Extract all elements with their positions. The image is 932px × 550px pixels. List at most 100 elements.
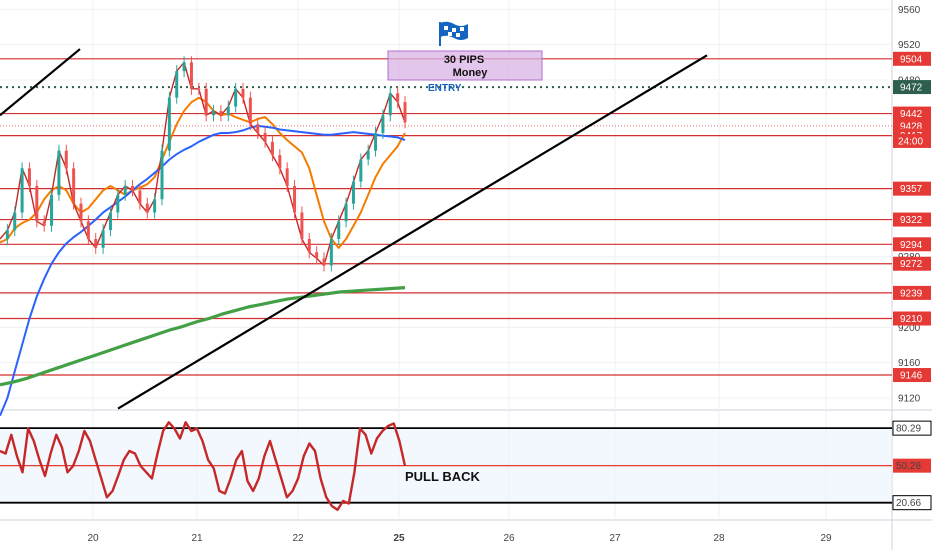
candle-body — [241, 88, 245, 98]
price-tick: 9560 — [898, 5, 921, 16]
price-tick: 9160 — [898, 358, 921, 369]
target-box-line2: Money — [453, 67, 489, 79]
candle-body — [13, 212, 17, 231]
level-badge-text: 9146 — [900, 371, 923, 382]
candle-body — [219, 110, 223, 116]
candle-body — [278, 155, 282, 169]
flag-icon — [439, 21, 468, 46]
candle-body — [293, 186, 297, 213]
countdown-text: 24:00 — [898, 136, 923, 147]
candle-body — [344, 203, 348, 222]
series-price — [0, 61, 406, 267]
candle-body — [366, 150, 370, 160]
candle-body — [322, 258, 326, 266]
osc-level-badge — [892, 420, 932, 436]
candle-body — [315, 252, 319, 259]
candle-body — [5, 230, 9, 239]
trendlines — [0, 48, 708, 410]
level-badge — [893, 181, 931, 196]
series-ema-fast — [0, 96, 406, 249]
candle-body — [160, 150, 164, 200]
candle-body — [86, 221, 90, 239]
level-badge-text: 9442 — [900, 109, 923, 120]
entry-label: ENTRY — [428, 83, 462, 94]
candle-body — [123, 186, 127, 195]
pull-back-label: PULL BACK — [405, 469, 480, 484]
time-tick: 29 — [820, 533, 832, 544]
level-badge-text: 9472 — [900, 83, 923, 94]
candle-body — [153, 199, 157, 213]
level-badge — [893, 285, 931, 300]
candle-body — [182, 62, 186, 72]
candle-body — [50, 194, 54, 226]
candle-body — [27, 168, 31, 186]
candle-body — [234, 88, 238, 107]
oscillator-panel — [0, 421, 892, 511]
candle-body — [131, 186, 135, 191]
osc-level-badge — [893, 458, 931, 473]
candle-body — [337, 221, 341, 239]
time-axis: 20 21 22 25 26 27 28 29 — [87, 533, 832, 544]
candle-body — [300, 212, 304, 239]
level-badge-text: 9239 — [900, 288, 923, 299]
candle-body — [35, 186, 39, 222]
candle-body — [351, 181, 355, 204]
osc-line — [0, 421, 407, 511]
series-ma-long — [0, 286, 406, 387]
level-badge-text: 9272 — [900, 259, 923, 270]
candle-body — [381, 115, 385, 133]
candle-body — [248, 97, 252, 125]
candle-body — [197, 88, 201, 90]
price-tick: 9120 — [898, 394, 921, 405]
level-badge-text: 9294 — [900, 240, 923, 251]
level-badge-text: 9357 — [900, 184, 923, 195]
time-tick: 26 — [503, 533, 515, 544]
candle-body — [20, 168, 24, 213]
level-badge — [893, 212, 931, 227]
candle-body — [175, 71, 179, 98]
level-badge — [893, 368, 931, 383]
price-axis: 9120916092009280948095209560950494729442… — [892, 5, 932, 511]
time-tick: 20 — [87, 533, 99, 544]
candle-body — [189, 62, 193, 89]
candle-body — [167, 97, 171, 151]
level-badge — [893, 311, 931, 326]
candle-body — [116, 194, 120, 213]
candle-body — [101, 230, 105, 248]
level-badge-text: 9504 — [900, 54, 923, 65]
candle-body — [403, 102, 407, 123]
candle-body — [374, 133, 378, 151]
candle-body — [226, 106, 230, 116]
candle-body — [145, 203, 149, 213]
trendline — [0, 48, 81, 117]
level-badge — [893, 51, 931, 66]
time-tick: 21 — [191, 533, 203, 544]
candle-body — [72, 168, 76, 204]
candle-body — [79, 203, 83, 222]
candle-body — [138, 190, 142, 204]
price-series — [0, 56, 407, 417]
candle-body — [204, 88, 208, 116]
level-badge — [893, 256, 931, 271]
osc-level-badge — [892, 495, 932, 511]
osc-level-text: 50.28 — [896, 461, 921, 472]
level-badge — [893, 80, 931, 95]
annotations: 30 PIPS Money ENTRY — [387, 21, 543, 94]
price-tick: 9520 — [898, 40, 921, 51]
candle-body — [329, 239, 333, 266]
candle-body — [108, 212, 112, 231]
level-badge — [893, 106, 931, 121]
level-badge-text: 9210 — [900, 314, 923, 325]
level-badge — [893, 237, 931, 252]
candle-body — [359, 159, 363, 182]
target-box — [387, 50, 543, 81]
time-tick: 27 — [609, 533, 621, 544]
candle-body — [212, 110, 216, 116]
price-tick: 9200 — [898, 323, 921, 334]
candle-body — [94, 239, 98, 248]
series-ema-slow — [0, 124, 406, 417]
candle-body — [256, 124, 260, 133]
osc-level-text: 20.66 — [896, 498, 921, 509]
